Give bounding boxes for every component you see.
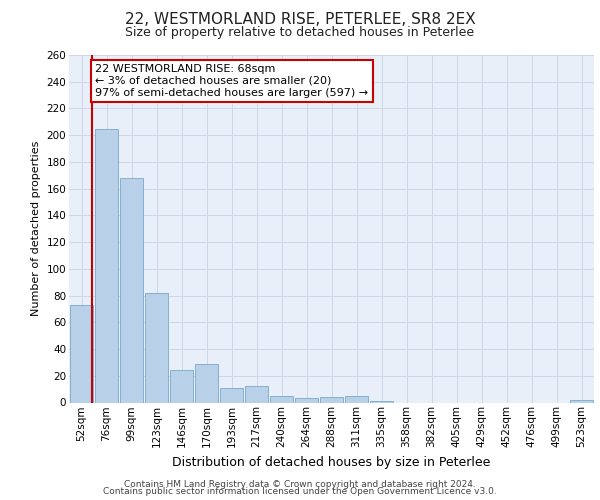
Bar xyxy=(70,305,93,402)
Bar xyxy=(295,398,318,402)
Bar xyxy=(95,128,118,402)
Bar xyxy=(195,364,218,403)
Text: Size of property relative to detached houses in Peterlee: Size of property relative to detached ho… xyxy=(125,26,475,39)
Text: Contains public sector information licensed under the Open Government Licence v3: Contains public sector information licen… xyxy=(103,487,497,496)
Bar xyxy=(120,178,143,402)
Bar xyxy=(320,397,343,402)
Bar xyxy=(570,400,593,402)
Bar xyxy=(345,396,368,402)
Bar xyxy=(270,396,293,402)
Bar xyxy=(220,388,243,402)
Bar xyxy=(145,293,168,403)
Text: 22 WESTMORLAND RISE: 68sqm
← 3% of detached houses are smaller (20)
97% of semi-: 22 WESTMORLAND RISE: 68sqm ← 3% of detac… xyxy=(95,64,368,98)
Text: 22, WESTMORLAND RISE, PETERLEE, SR8 2EX: 22, WESTMORLAND RISE, PETERLEE, SR8 2EX xyxy=(125,12,475,28)
Y-axis label: Number of detached properties: Number of detached properties xyxy=(31,141,41,316)
Bar xyxy=(370,401,393,402)
X-axis label: Distribution of detached houses by size in Peterlee: Distribution of detached houses by size … xyxy=(172,456,491,468)
Text: Contains HM Land Registry data © Crown copyright and database right 2024.: Contains HM Land Registry data © Crown c… xyxy=(124,480,476,489)
Bar xyxy=(170,370,193,402)
Bar xyxy=(245,386,268,402)
